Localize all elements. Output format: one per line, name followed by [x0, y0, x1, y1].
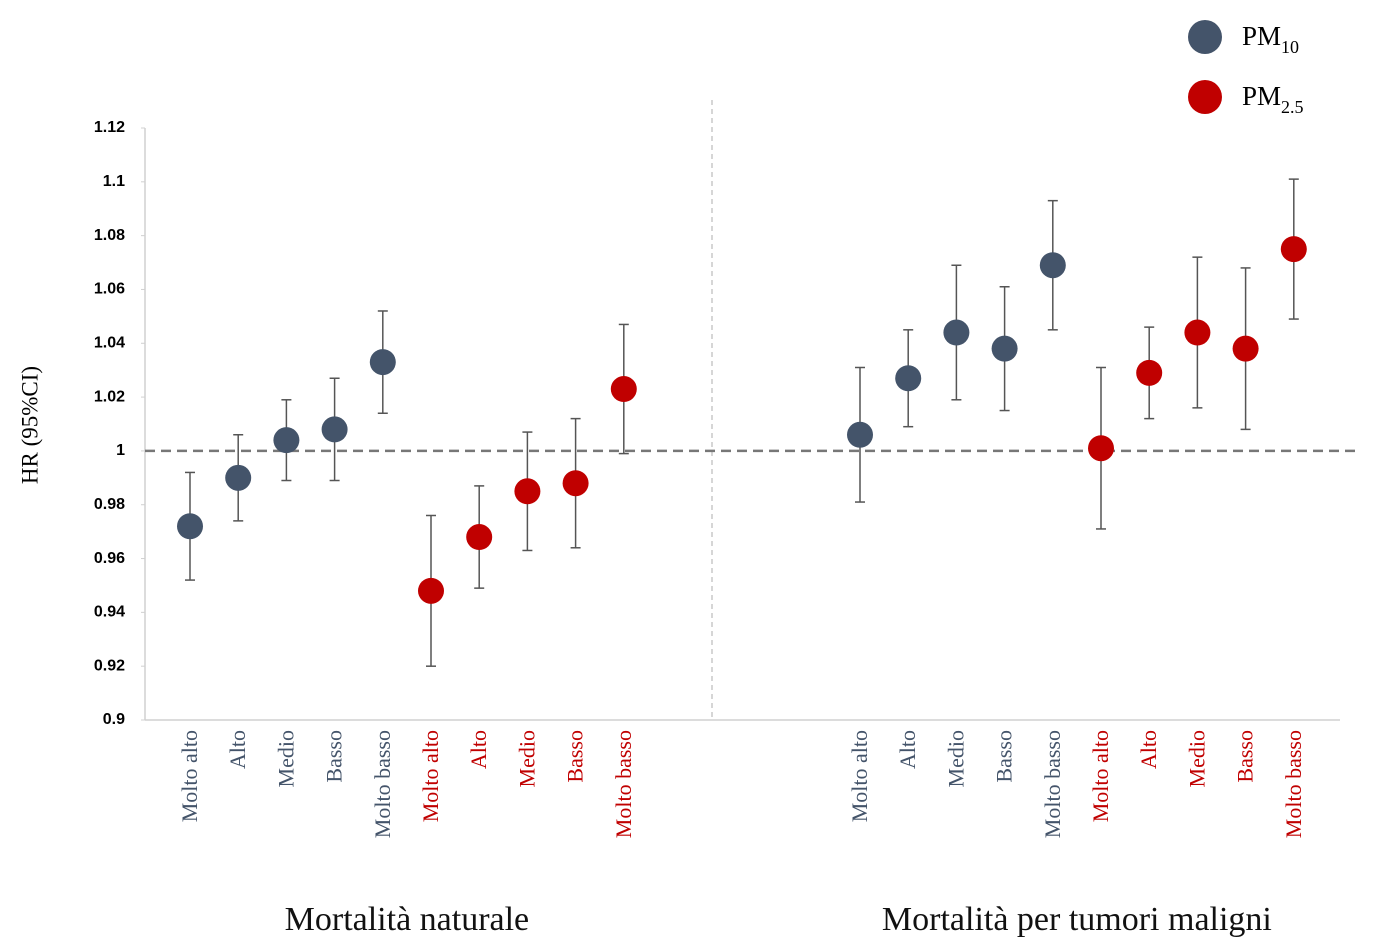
point — [514, 478, 541, 505]
point — [610, 376, 637, 403]
point — [225, 464, 252, 491]
x-tick-label: Alto — [1136, 730, 1161, 769]
y-tick-label: 1.04 — [94, 334, 125, 351]
x-tick-label: Molto basso — [611, 730, 636, 838]
x-tick-label: Molto basso — [1281, 730, 1306, 838]
legend-marker — [1188, 20, 1222, 54]
x-tick-label: Medio — [943, 730, 968, 787]
point — [1136, 359, 1163, 386]
point — [1184, 319, 1211, 346]
point — [943, 319, 970, 346]
x-tick-label: Basso — [563, 730, 588, 783]
legend-subscript: 2.5 — [1281, 97, 1304, 117]
point — [321, 416, 348, 443]
x-tick-label: Basso — [992, 730, 1017, 783]
y-tick-label: 0.96 — [94, 550, 125, 567]
y-tick-label: 1.12 — [94, 119, 125, 136]
x-tick-label: Molto basso — [1040, 730, 1065, 838]
point — [418, 577, 444, 604]
point — [1280, 236, 1307, 263]
legend-marker — [1188, 80, 1222, 114]
y-tick-label: 1.02 — [94, 388, 125, 405]
point — [847, 421, 873, 448]
x-tick-label: Medio — [1184, 730, 1209, 787]
y-tick-label: 0.9 — [103, 711, 125, 728]
legend-name: PM — [1242, 81, 1281, 111]
x-tick-label: Medio — [514, 730, 539, 787]
y-tick-label: 0.94 — [94, 604, 125, 621]
legend-subscript: 10 — [1281, 37, 1299, 57]
y-tick-label: 1.08 — [94, 227, 125, 244]
x-tick-label: Alto — [895, 730, 920, 769]
point — [273, 427, 300, 454]
x-tick-label: Molto alto — [177, 730, 202, 822]
x-tick-label: Alto — [225, 730, 250, 769]
point — [1088, 435, 1114, 462]
point — [1232, 335, 1259, 362]
y-tick-label: 0.92 — [94, 657, 125, 674]
x-tick-label: Basso — [1233, 730, 1258, 783]
point — [466, 524, 493, 551]
x-tick-label: Molto alto — [1088, 730, 1113, 822]
x-tick-label: Alto — [466, 730, 491, 769]
group-label: Mortalità per tumori maligni — [882, 901, 1272, 938]
y-tick-label: 1 — [116, 442, 125, 459]
legend-label: PM10 — [1242, 21, 1299, 57]
y-axis-label: HR (95%CI) — [17, 366, 42, 484]
point — [562, 470, 589, 497]
point — [991, 335, 1018, 362]
legend-name: PM — [1242, 21, 1281, 51]
x-tick-label: Medio — [273, 730, 298, 787]
point — [1039, 252, 1066, 279]
point — [895, 365, 922, 392]
x-tick-label: Molto alto — [418, 730, 443, 822]
x-tick-label: Molto basso — [370, 730, 395, 838]
legend-label: PM2.5 — [1242, 81, 1304, 117]
point — [369, 349, 396, 376]
x-tick-label: Molto alto — [847, 730, 872, 822]
y-tick-label: 0.98 — [94, 496, 125, 513]
y-tick-label: 1.1 — [103, 173, 125, 190]
group-label: Mortalità naturale — [285, 901, 530, 938]
y-tick-label: 1.06 — [94, 281, 125, 298]
point — [177, 513, 203, 540]
x-tick-label: Basso — [322, 730, 347, 783]
